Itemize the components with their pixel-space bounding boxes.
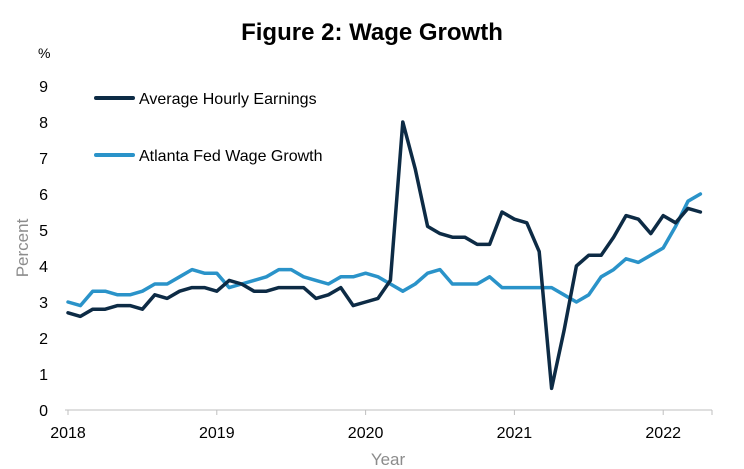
y-tick-label: 0 [39, 403, 48, 420]
x-tick-label: 2020 [348, 425, 384, 442]
y-tick-label: 5 [39, 223, 48, 240]
axes [65, 409, 713, 415]
series-lines [66, 120, 703, 391]
legend-label: Atlanta Fed Wage Growth [139, 148, 323, 165]
x-tick-label: 2022 [645, 425, 681, 442]
series-line-average-hourly-earnings [66, 120, 703, 391]
y-tick-label: 6 [39, 187, 48, 204]
x-axis-label: Year [371, 450, 406, 469]
chart-title: Figure 2: Wage Growth [241, 19, 503, 46]
y-unit-label: % [38, 45, 50, 61]
y-tick-label: 1 [39, 367, 48, 384]
x-tick-label: 2019 [199, 425, 235, 442]
y-tick-label: 8 [39, 115, 48, 132]
y-axis-label: Percent [13, 218, 32, 277]
y-tick-label: 4 [39, 259, 48, 276]
y-tick-label: 7 [39, 151, 48, 168]
x-tick-label: 2021 [497, 425, 533, 442]
series-line-atlanta-fed-wage-growth [66, 192, 703, 308]
y-tick-label: 9 [39, 79, 48, 96]
x-tick-label: 2018 [50, 425, 86, 442]
y-tick-label: 2 [39, 331, 48, 348]
x-tick-labels: 2018 2019 2020 2021 2022 [50, 425, 681, 442]
legend-label: Average Hourly Earnings [139, 91, 317, 108]
y-tick-labels: 0 1 2 3 4 5 6 7 8 9 [39, 79, 48, 420]
y-tick-label: 3 [39, 295, 48, 312]
legend: Average Hourly Earnings Atlanta Fed Wage … [94, 91, 323, 165]
